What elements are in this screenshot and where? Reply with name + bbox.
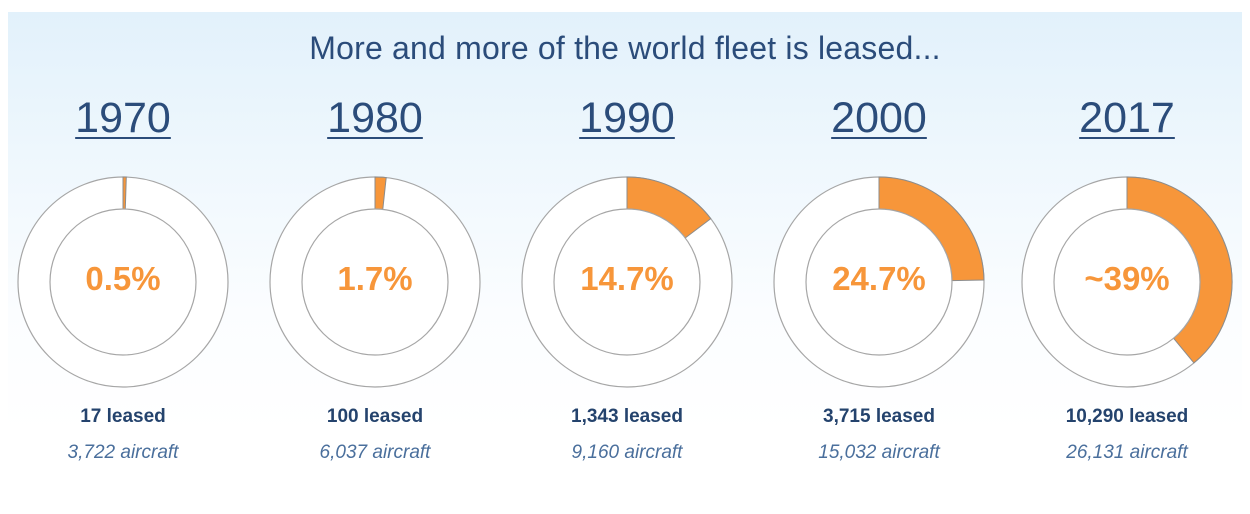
chart-title: More and more of the world fleet is leas… (309, 30, 941, 66)
slide: More and more of the world fleet is leas… (8, 12, 1242, 512)
donut-ring (521, 176, 733, 388)
donut-ring (269, 176, 481, 388)
leased-segment (122, 176, 127, 210)
aircraft-count: 15,032 aircraft (818, 442, 940, 463)
percent-label: 1.7% (337, 260, 413, 297)
panel-1990: 1990 14.7% 1,343 leased 9,160 aircraft (512, 12, 742, 512)
leased-count: 1,343 leased (571, 406, 683, 427)
percent-label: 24.7% (832, 260, 926, 297)
ring-inner (301, 208, 449, 356)
year-label: 1990 (579, 94, 675, 142)
leased-count: 3,715 leased (823, 406, 935, 427)
leased-count: 17 leased (80, 406, 166, 427)
ring-inner (553, 208, 701, 356)
panel-1980: 1980 1.7% 100 leased 6,037 aircraft (260, 12, 490, 512)
ring-inner (805, 208, 953, 356)
percent-label: ~39% (1084, 260, 1170, 297)
aircraft-count: 9,160 aircraft (571, 442, 683, 463)
aircraft-count: 3,722 aircraft (67, 442, 179, 463)
percent-label: 14.7% (580, 260, 674, 297)
year-label: 1980 (327, 94, 423, 142)
year-label: 2000 (831, 94, 927, 142)
donut-ring (1021, 176, 1233, 388)
percent-label: 0.5% (85, 260, 161, 297)
ring-inner (49, 208, 197, 356)
aircraft-count: 6,037 aircraft (319, 442, 431, 463)
panel-2000: 2000 24.7% 3,715 leased 15,032 aircraft (764, 12, 994, 512)
ring-inner (1053, 208, 1201, 356)
panel-1970: 1970 0.5% 17 leased 3,722 aircraft (8, 12, 238, 512)
year-label: 2017 (1079, 94, 1175, 142)
year-label: 1970 (75, 94, 171, 142)
leased-count: 100 leased (326, 406, 424, 427)
donut-ring (17, 176, 229, 388)
aircraft-count: 26,131 aircraft (1066, 442, 1188, 463)
leased-count: 10,290 leased (1065, 406, 1189, 427)
panel-2017: 2017 ~39% 10,290 leased 26,131 aircraft (1012, 12, 1242, 512)
donut-ring (773, 176, 985, 388)
